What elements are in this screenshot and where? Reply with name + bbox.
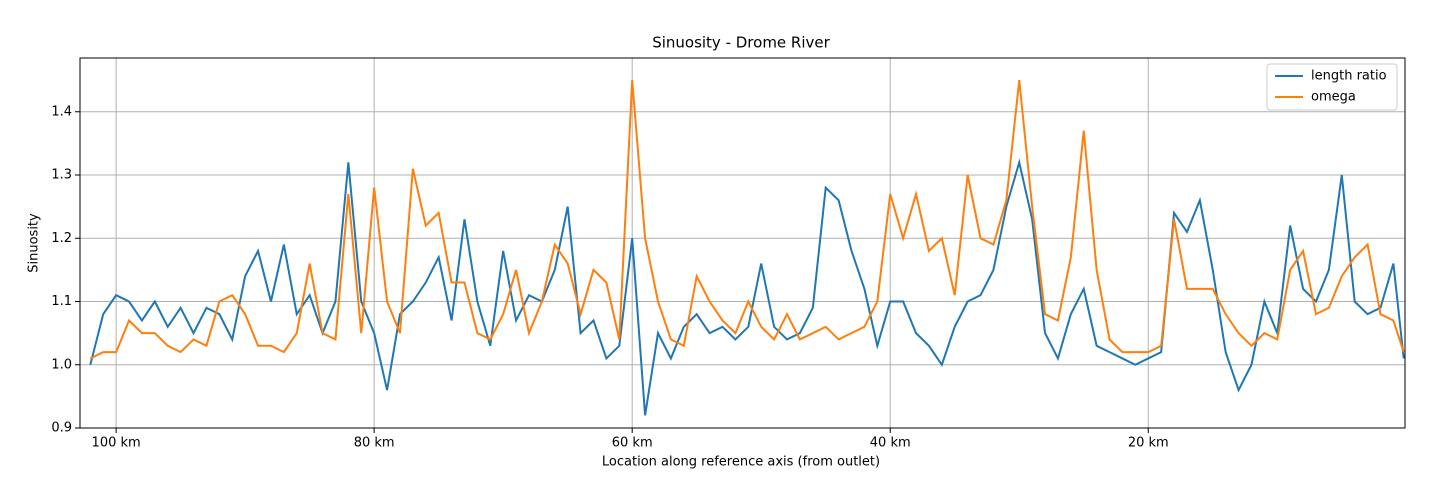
x-tick-label: 40 km [870,436,911,451]
y-tick-label: 1.4 [51,104,72,119]
chart-title: Sinuosity - Drome River [652,34,830,52]
legend-label: length ratio [1311,69,1387,84]
legend-label: omega [1311,90,1356,105]
y-tick-label: 0.9 [51,421,72,436]
y-tick-label: 1.1 [51,294,72,309]
x-tick-label: 20 km [1128,436,1169,451]
x-tick-label: 100 km [92,436,141,451]
x-tick-label: 60 km [612,436,653,451]
x-axis-label: Location along reference axis (from outl… [602,455,880,470]
plot-frame [79,57,1406,429]
line-series [89,158,1405,416]
x-tick-label: 80 km [354,436,395,451]
y-tick-label: 1.0 [51,357,72,372]
y-tick-label: 1.2 [51,231,72,246]
line-series [89,80,1405,360]
y-tick-label: 1.3 [51,168,72,183]
y-axis-label: Sinuosity [27,213,42,273]
